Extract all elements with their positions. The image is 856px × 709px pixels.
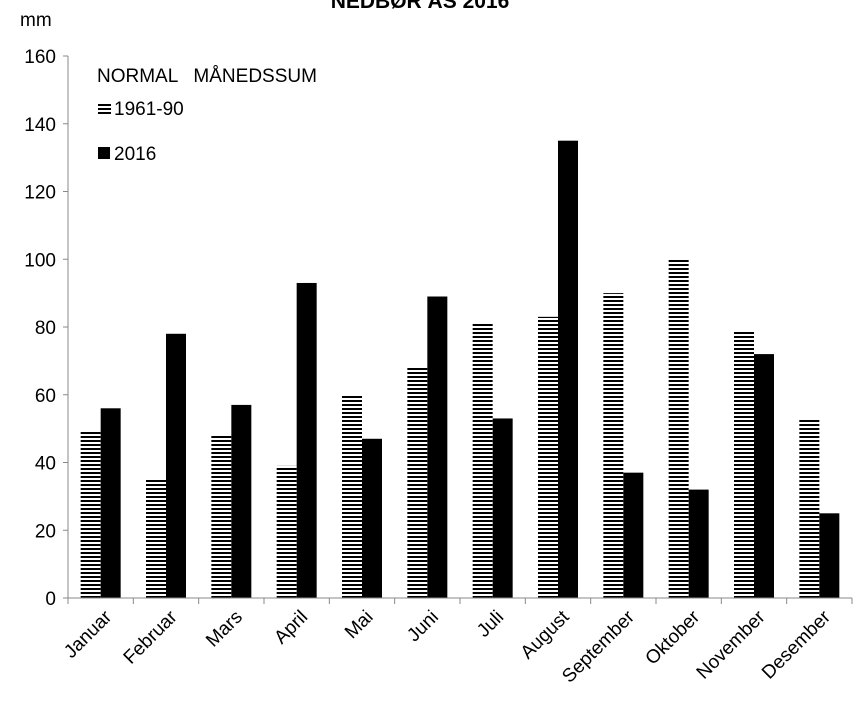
- bar-normal-desember: [799, 418, 820, 598]
- x-tick-label-mars: Mars: [202, 607, 247, 652]
- bar-2016-august: [558, 140, 578, 598]
- bar-2016-november: [754, 354, 774, 598]
- x-axis-ticks: Januar Februar Mars April Mai Juni Juli AugustS…: [60, 598, 853, 687]
- bar-normal-oktober: [668, 259, 689, 598]
- y-tick-label: 80: [35, 318, 56, 339]
- x-tick-label-november: November: [693, 606, 770, 683]
- legend-title: NORMAL MÅNEDSSUM: [97, 66, 317, 87]
- bar-normal-august: [538, 316, 558, 598]
- y-tick-label: 20: [35, 521, 56, 542]
- legend-label-2016: 2016: [114, 144, 156, 165]
- bar-normal-juni: [407, 367, 428, 598]
- chart-title: NEDBØR ÅS 2016: [331, 0, 510, 13]
- y-axis-ticks: 0 20 40 60 80 100 120 140 160: [24, 47, 68, 610]
- legend-label-normal: 1961-90: [114, 99, 184, 120]
- bar-2016-juni: [427, 296, 448, 598]
- y-axis-label: mm: [20, 10, 52, 31]
- bar-normal-juli: [472, 323, 493, 598]
- x-tick-label-april: April: [270, 607, 312, 649]
- bar-2016-mars: [231, 404, 252, 598]
- x-tick-label-september: September: [558, 606, 639, 687]
- x-tick-label-desember: Desember: [758, 606, 835, 683]
- x-tick-label-august: August: [517, 606, 574, 663]
- bar-normal-februar: [146, 479, 166, 598]
- y-tick-label: 160: [24, 47, 56, 68]
- y-tick-label: 0: [45, 589, 56, 610]
- bar-2016-september: [623, 472, 644, 598]
- y-tick-label: 40: [35, 454, 56, 475]
- y-tick-label: 120: [24, 183, 56, 204]
- legend-swatch-normal: [98, 102, 111, 115]
- legend-swatch-2016: [98, 147, 110, 159]
- bar-normal-januar: [80, 432, 101, 598]
- bar-normal-mars: [211, 435, 232, 598]
- bar-normal-april: [276, 465, 297, 598]
- bar-2016-desember: [819, 513, 840, 598]
- bar-2016-oktober: [688, 489, 709, 598]
- bars-group: [80, 140, 840, 598]
- x-tick-label-januar: Januar: [60, 606, 116, 662]
- bar-normal-mai: [342, 394, 362, 598]
- bar-2016-juli: [492, 418, 513, 598]
- x-tick-label-juni: Juni: [403, 607, 442, 646]
- bar-normal-november: [734, 330, 754, 598]
- x-tick-label-februar: Februar: [120, 606, 182, 668]
- bar-normal-september: [603, 293, 624, 598]
- y-tick-label: 100: [24, 250, 56, 271]
- bar-2016-januar: [100, 408, 121, 598]
- bar-2016-april: [296, 282, 317, 598]
- bar-2016-februar: [166, 333, 186, 598]
- x-tick-label-mai: Mai: [341, 607, 378, 644]
- legend: NORMAL MÅNEDSSUM 1961-90 2016: [97, 66, 317, 165]
- x-tick-label-oktober: Oktober: [642, 606, 705, 669]
- y-tick-label: 140: [24, 115, 56, 136]
- y-tick-label: 60: [35, 386, 56, 407]
- bar-2016-mai: [362, 438, 382, 598]
- x-tick-label-juli: Juli: [473, 607, 508, 642]
